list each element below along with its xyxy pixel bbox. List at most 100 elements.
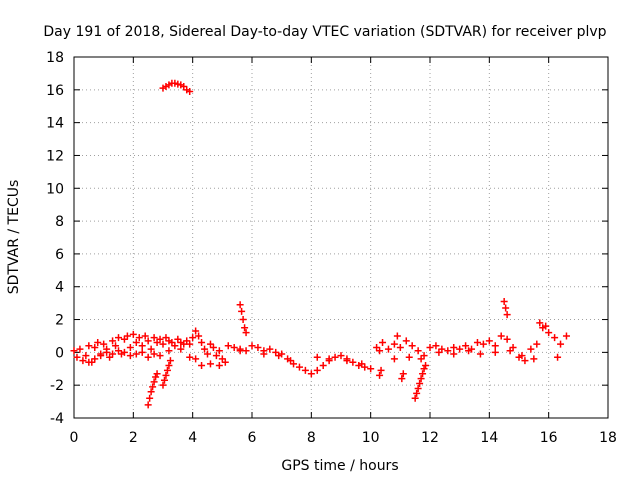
data-point bbox=[411, 394, 419, 402]
data-point bbox=[189, 334, 197, 342]
data-point bbox=[337, 352, 345, 360]
data-point bbox=[186, 340, 194, 348]
data-point bbox=[152, 373, 160, 381]
data-point bbox=[165, 347, 173, 355]
y-tick-label: 2 bbox=[55, 313, 64, 329]
data-point bbox=[506, 347, 514, 355]
data-point bbox=[456, 345, 464, 353]
data-point bbox=[500, 297, 508, 305]
data-point bbox=[319, 361, 327, 369]
data-point bbox=[521, 357, 529, 365]
data-point bbox=[379, 339, 387, 347]
data-point bbox=[260, 350, 268, 358]
data-point bbox=[377, 366, 385, 374]
data-point bbox=[432, 342, 440, 350]
y-tick-label: 12 bbox=[46, 148, 64, 164]
data-point bbox=[542, 322, 550, 330]
chart-title: Day 191 of 2018, Sidereal Day-to-day VTE… bbox=[43, 24, 606, 40]
data-point bbox=[343, 357, 351, 365]
y-tick-label: 8 bbox=[55, 214, 64, 230]
data-point bbox=[147, 345, 155, 353]
data-point bbox=[138, 342, 146, 350]
data-point bbox=[497, 332, 505, 340]
data-point bbox=[192, 355, 200, 363]
data-point bbox=[166, 357, 174, 365]
data-point bbox=[144, 337, 152, 345]
data-point bbox=[159, 381, 167, 389]
data-point bbox=[503, 335, 511, 343]
data-point bbox=[413, 389, 421, 397]
data-point bbox=[103, 348, 111, 356]
data-point bbox=[390, 355, 398, 363]
data-point bbox=[160, 376, 168, 384]
data-point bbox=[491, 348, 499, 356]
data-point bbox=[82, 352, 90, 360]
data-point bbox=[503, 311, 511, 319]
data-point bbox=[248, 342, 256, 350]
x-tick-label: 16 bbox=[540, 430, 558, 446]
data-point bbox=[85, 358, 93, 366]
data-point bbox=[545, 329, 553, 337]
data-point bbox=[186, 353, 194, 361]
data-point bbox=[138, 348, 146, 356]
data-point bbox=[417, 375, 425, 383]
y-tick-label: 14 bbox=[46, 116, 64, 132]
data-point bbox=[408, 342, 416, 350]
data-point bbox=[376, 347, 384, 355]
data-point bbox=[156, 352, 164, 360]
data-point bbox=[204, 350, 211, 358]
data-point bbox=[405, 353, 413, 361]
data-point bbox=[224, 342, 232, 350]
data-point bbox=[530, 355, 538, 363]
data-point bbox=[422, 361, 430, 369]
data-point bbox=[163, 366, 171, 374]
data-point bbox=[100, 340, 108, 348]
data-point bbox=[132, 339, 140, 347]
data-point bbox=[126, 352, 134, 360]
data-point bbox=[491, 342, 499, 350]
data-point bbox=[135, 334, 143, 342]
data-point bbox=[426, 343, 434, 351]
data-point bbox=[97, 350, 105, 358]
x-tick-label: 2 bbox=[129, 430, 138, 446]
data-point bbox=[518, 352, 526, 360]
y-tick-label: 0 bbox=[55, 345, 64, 361]
data-point bbox=[367, 365, 375, 373]
data-point bbox=[215, 361, 223, 369]
data-point bbox=[307, 370, 315, 378]
data-point bbox=[141, 332, 149, 340]
y-tick-label: 4 bbox=[55, 280, 64, 296]
x-tick-label: 14 bbox=[480, 430, 498, 446]
data-point bbox=[221, 358, 229, 366]
data-point bbox=[554, 353, 562, 361]
data-point bbox=[79, 357, 87, 365]
data-point bbox=[313, 353, 321, 361]
y-tick-label: 10 bbox=[46, 181, 64, 197]
y-axis-label: SDTVAR / TECUs bbox=[6, 180, 22, 295]
data-point bbox=[70, 347, 78, 355]
data-point bbox=[551, 334, 559, 342]
x-tick-label: 18 bbox=[599, 430, 617, 446]
data-point bbox=[162, 371, 170, 379]
data-point bbox=[287, 357, 295, 365]
data-point bbox=[153, 370, 161, 378]
data-point bbox=[239, 316, 247, 324]
data-point bbox=[376, 371, 384, 379]
data-point bbox=[241, 324, 249, 332]
data-point bbox=[331, 353, 339, 361]
x-axis-label: GPS time / hours bbox=[281, 458, 398, 474]
data-point bbox=[402, 337, 410, 345]
data-point bbox=[156, 335, 164, 343]
data-point bbox=[129, 330, 137, 338]
data-point bbox=[416, 380, 424, 388]
data-point bbox=[435, 348, 443, 356]
data-point bbox=[186, 87, 194, 95]
data-point bbox=[109, 350, 117, 358]
data-point bbox=[236, 347, 244, 355]
y-tick-label: 18 bbox=[46, 50, 64, 66]
data-point bbox=[209, 343, 217, 351]
data-point bbox=[396, 343, 404, 351]
data-point bbox=[502, 304, 510, 312]
plot-frame bbox=[73, 56, 609, 419]
